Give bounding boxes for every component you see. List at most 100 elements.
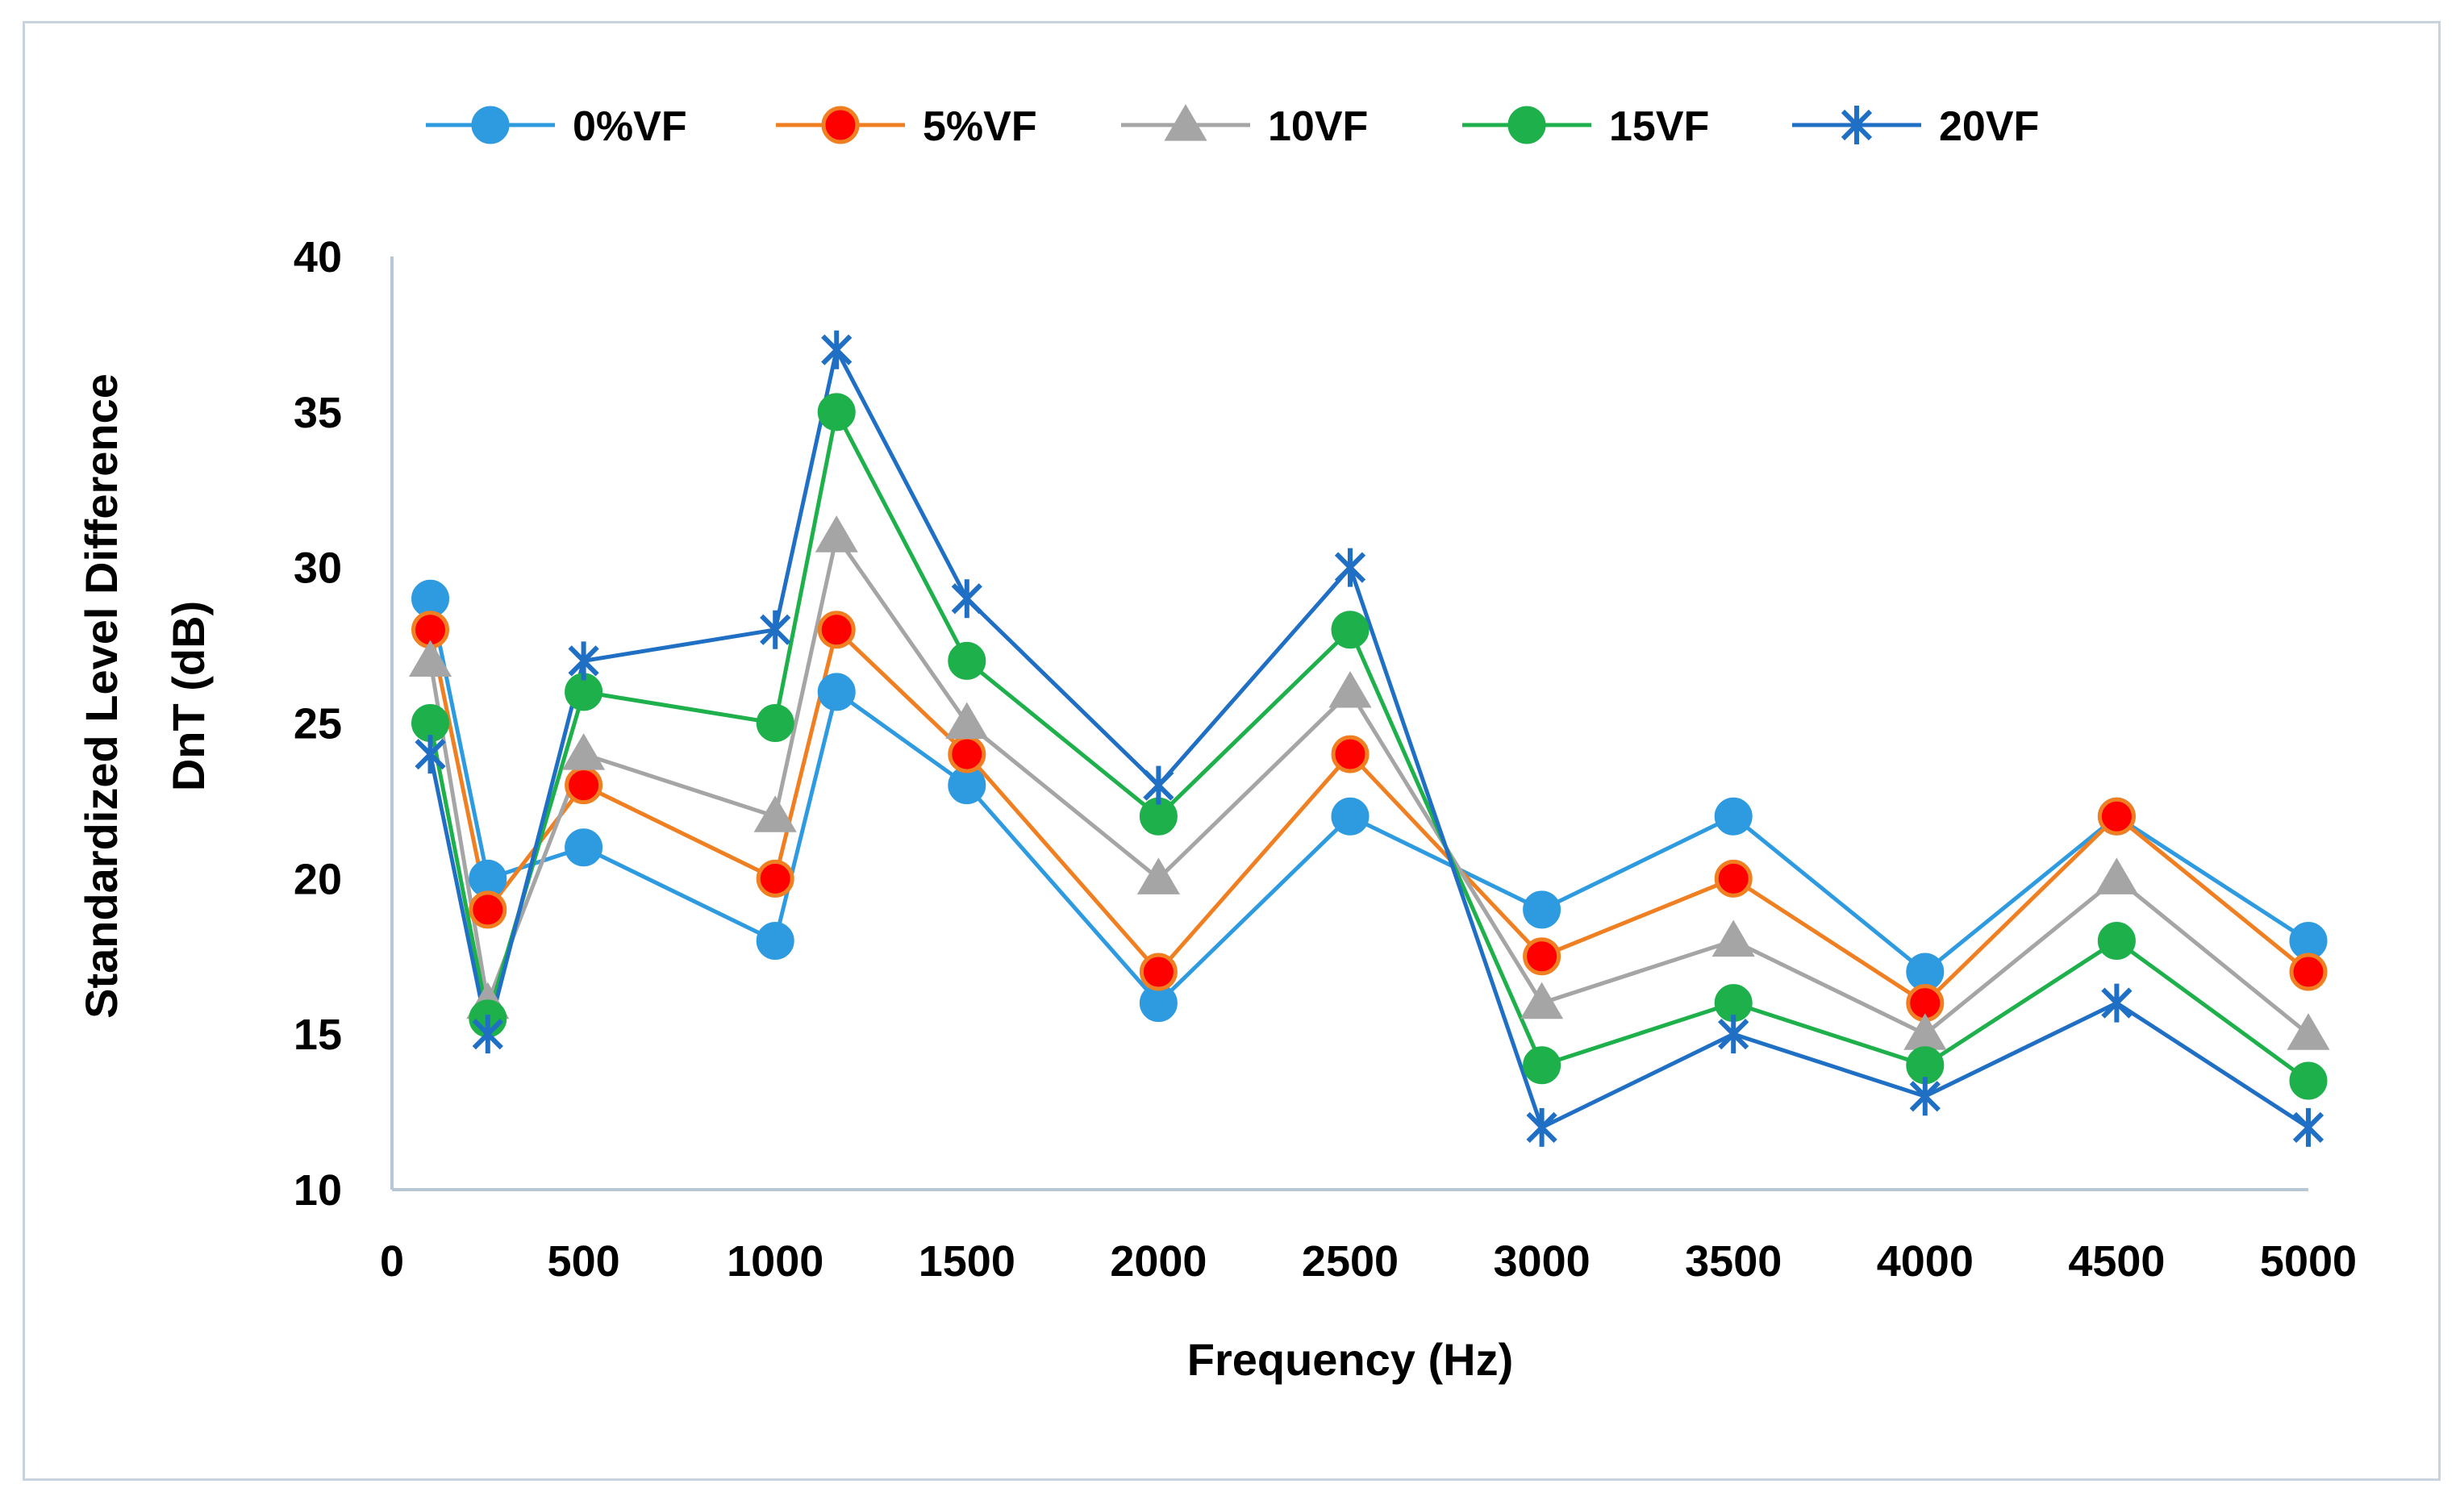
data-point-0%VF-250 (469, 859, 507, 898)
y-tick-label: 20 (294, 855, 342, 903)
x-tick-label: 4000 (1877, 1237, 1974, 1286)
data-point-5%VF-1000 (756, 859, 794, 898)
data-point-20VF-4000 (1909, 1077, 1941, 1116)
data-point-15VF-1160 (817, 393, 856, 431)
data-point-10VF-1000 (753, 795, 797, 832)
x-tick-label: 1500 (919, 1237, 1015, 1286)
x-tick-label: 500 (548, 1237, 620, 1286)
data-point-20VF-5000 (2292, 1107, 2324, 1147)
series-markers (408, 330, 2330, 1147)
legend-swatch-marker (1507, 106, 1546, 144)
data-point-0%VF-4000 (1906, 953, 1945, 991)
data-point-20VF-1160 (821, 330, 853, 369)
y-axis-title: Standardized Level Difference DnT (dB) (76, 373, 214, 1019)
data-point-20VF-3500 (1718, 1015, 1749, 1054)
data-point-10VF-3000 (1520, 982, 1564, 1019)
legend-swatch-marker (821, 106, 860, 144)
data-point-20VF-250 (472, 1015, 503, 1054)
legend-label: 20VF (1939, 103, 2039, 150)
series-line-0%VF (428, 598, 2310, 1006)
data-point-5%VF-4500 (2097, 797, 2136, 836)
data-point-20VF-4500 (2101, 983, 2133, 1023)
y-tick-label: 35 (294, 389, 342, 437)
data-point-5%VF-1500 (948, 735, 986, 773)
legend-item-20VF: 20VF (1792, 103, 2039, 150)
data-point-10VF-100 (408, 640, 452, 677)
x-tick-label: 0 (380, 1237, 404, 1286)
x-tick-label: 3000 (1494, 1237, 1591, 1286)
series-line-20VF (428, 348, 2310, 1130)
x-tick-label: 2500 (1302, 1237, 1399, 1286)
data-point-10VF-4500 (2095, 857, 2138, 894)
data-point-0%VF-3000 (1523, 890, 1561, 929)
legend-swatch-marker (1841, 106, 1873, 144)
data-point-20VF-3000 (1526, 1107, 1557, 1147)
legend-item-10VF: 10VF (1121, 103, 1368, 150)
data-point-5%VF-2500 (1331, 735, 1370, 773)
x-tick-label: 5000 (2260, 1237, 2357, 1286)
data-point-20VF-1000 (760, 610, 791, 649)
data-point-5%VF-3000 (1523, 937, 1561, 976)
data-point-0%VF-2000 (1139, 984, 1178, 1023)
data-point-15VF-3000 (1523, 1046, 1561, 1085)
legend-item-5%VF: 5%VF (776, 103, 1037, 150)
series-points-0%VF (411, 579, 2328, 1023)
series-points-15VF (411, 393, 2328, 1100)
legend-label: 10VF (1268, 103, 1368, 150)
series-line-5%VF (428, 627, 2310, 1006)
y-axis-title-line-2: DnT (dB) (163, 601, 214, 791)
data-point-0%VF-1160 (817, 673, 856, 711)
series-line-10VF (428, 534, 2310, 1036)
data-point-15VF-1500 (948, 641, 986, 680)
data-point-5%VF-250 (469, 890, 507, 929)
legend-label: 15VF (1609, 103, 1709, 150)
data-point-15VF-2500 (1331, 611, 1370, 649)
chart-frame (23, 21, 2441, 1481)
legend: 0%VF 5%VF 10VF 15VF 20VF (426, 103, 2039, 150)
data-point-0%VF-5000 (2289, 921, 2328, 960)
series-points-10VF (408, 515, 2330, 1050)
x-tick-label: 3500 (1685, 1237, 1782, 1286)
axes (390, 256, 2308, 1191)
legend-label: 0%VF (573, 103, 687, 150)
data-point-5%VF-3500 (1714, 859, 1753, 898)
series-line-15VF (428, 410, 2310, 1083)
data-point-5%VF-1160 (817, 611, 856, 649)
data-point-0%VF-500 (565, 828, 603, 867)
legend-item-0%VF: 0%VF (426, 103, 687, 150)
legend-item-15VF: 15VF (1462, 103, 1709, 150)
data-point-10VF-2500 (1328, 670, 1372, 708)
data-point-0%VF-3500 (1714, 797, 1753, 836)
data-point-0%VF-2500 (1331, 797, 1370, 836)
y-axis-title-line-1: Standardized Level Difference (76, 373, 127, 1019)
data-point-20VF-100 (415, 735, 446, 774)
legend-swatch-marker (471, 106, 510, 144)
data-point-5%VF-2000 (1139, 953, 1178, 991)
data-point-5%VF-5000 (2289, 953, 2328, 991)
data-point-10VF-2000 (1136, 857, 1180, 894)
data-point-20VF-500 (568, 641, 599, 681)
data-point-15VF-4500 (2097, 921, 2136, 960)
data-point-0%VF-100 (411, 579, 450, 618)
data-point-10VF-500 (562, 733, 606, 770)
y-tick-label: 30 (294, 544, 342, 593)
series-points-20VF (415, 330, 2324, 1147)
data-point-10VF-1160 (815, 515, 858, 552)
x-tick-label: 1000 (727, 1237, 823, 1286)
y-tick-label: 40 (294, 233, 342, 281)
y-tick-labels: 10 15 20 25 30 35 40 (294, 233, 342, 1215)
series-points-5%VF (411, 611, 2328, 1023)
x-tick-label: 4500 (2068, 1237, 2165, 1286)
data-point-0%VF-1000 (756, 921, 794, 960)
x-tick-label: 2000 (1110, 1237, 1207, 1286)
y-tick-label: 10 (294, 1166, 342, 1215)
y-tick-label: 15 (294, 1011, 342, 1059)
legend-label: 5%VF (923, 103, 1037, 150)
data-point-20VF-1500 (951, 579, 982, 619)
x-tick-labels: 0 500 1000 1500 2000 2500 3000 3500 4000 4500 5000 (380, 1237, 2357, 1286)
data-point-0%VF-1500 (948, 766, 986, 805)
series-lines (428, 348, 2310, 1130)
data-point-15VF-1000 (756, 704, 794, 742)
data-point-20VF-2500 (1334, 548, 1366, 587)
